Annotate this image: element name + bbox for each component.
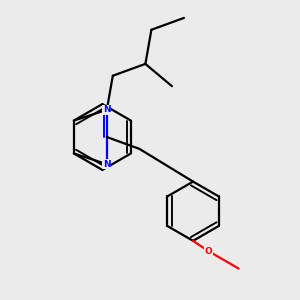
Text: N: N <box>103 160 111 169</box>
Text: N: N <box>103 105 111 114</box>
Text: O: O <box>205 247 212 256</box>
